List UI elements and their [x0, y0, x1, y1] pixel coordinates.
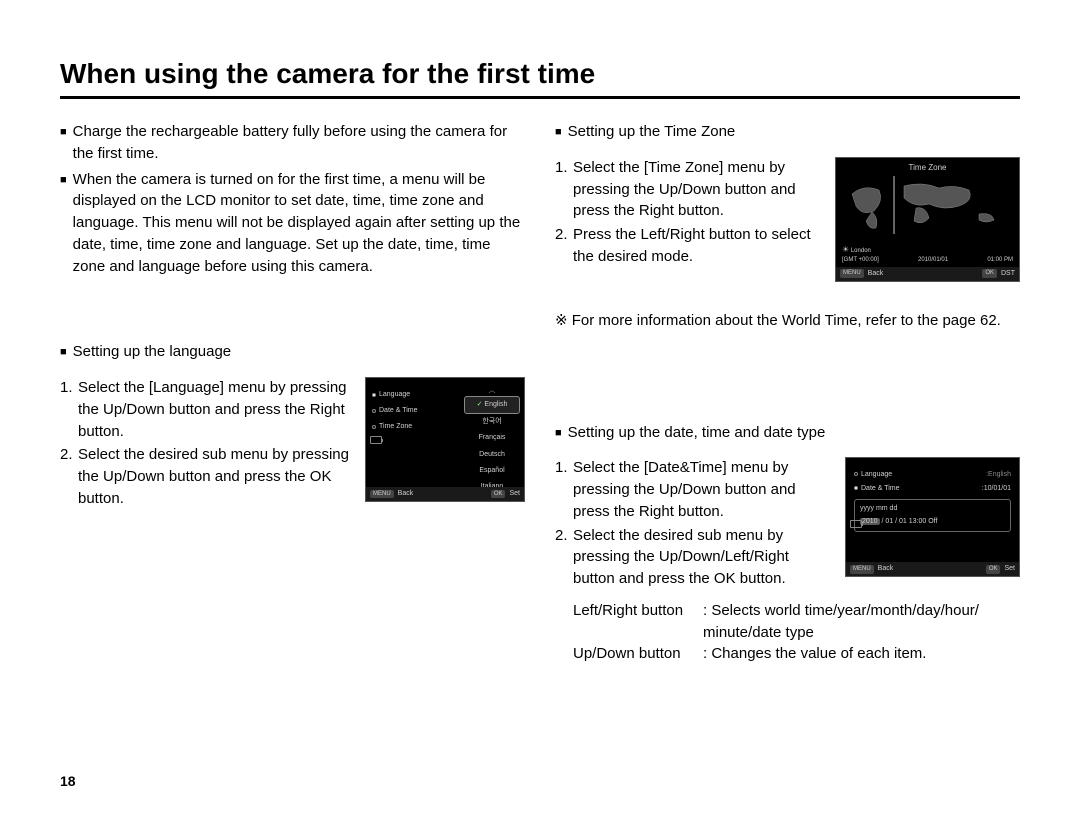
- footer-set: Set: [509, 489, 520, 499]
- bullet-icon: ■: [60, 345, 67, 363]
- tz-step-1: Select the [Time Zone] menu by pressing …: [573, 157, 821, 222]
- left-column: ■ Charge the rechargeable battery fully …: [60, 121, 525, 665]
- note-label-ud: Up/Down button: [573, 643, 703, 665]
- intro-bullet-1: Charge the rechargeable battery fully be…: [73, 121, 525, 165]
- lcd-lang-option: English: [484, 401, 507, 408]
- menu-button-label: MENU: [850, 565, 874, 574]
- lcd-menu-item: Language: [379, 390, 410, 400]
- step-number: 2.: [555, 525, 573, 590]
- lcd-tz-time: 01:00 PM: [987, 256, 1013, 265]
- battery-icon: [850, 520, 862, 528]
- bullet-icon: ■: [60, 125, 67, 165]
- step-number: 2.: [555, 224, 573, 268]
- lcd-lang-option: 한국어: [464, 414, 520, 430]
- lang-step-1: Select the [Language] menu by pressing t…: [78, 377, 351, 442]
- lcd-screenshot-timezone: Time Zone ☀ London: [835, 157, 1020, 282]
- note-label-lr: Left/Right button: [573, 600, 703, 644]
- lang-heading: Setting up the language: [73, 341, 231, 363]
- footer-dst: DST: [1001, 269, 1015, 279]
- lcd-dt-rest: / 01 / 01 13:00 Off: [882, 518, 938, 525]
- ok-button-label: OK: [982, 269, 997, 278]
- note-body-lr: : Selects world time/year/month/day/hour…: [703, 600, 1020, 644]
- footer-set: Set: [1004, 564, 1015, 574]
- tz-note: ※ For more information about the World T…: [555, 310, 1020, 332]
- bullet-icon: ■: [555, 125, 562, 143]
- lang-step-2: Select the desired sub menu by pressing …: [78, 444, 351, 509]
- battery-icon: [370, 436, 382, 444]
- right-column: ■ Setting up the Time Zone 1. Select the…: [555, 121, 1020, 665]
- lcd-tz-date: 2010/01/01: [918, 256, 948, 265]
- lcd-tz-city: London: [851, 248, 871, 254]
- lcd-dt-datetime-val: 10/01/01: [984, 485, 1011, 492]
- lcd-dt-datetime-label: Date & Time: [861, 485, 900, 492]
- menu-button-label: MENU: [840, 269, 864, 278]
- lcd-lang-option: Français: [464, 430, 520, 446]
- footer-back: Back: [398, 489, 414, 499]
- chevron-up-icon: ︿: [464, 386, 520, 396]
- step-number: 2.: [60, 444, 78, 509]
- bullet-icon: ■: [555, 426, 562, 444]
- page-number: 18: [60, 773, 76, 789]
- footer-back: Back: [878, 564, 894, 574]
- lcd-lang-option: Español: [464, 463, 520, 479]
- menu-button-label: MENU: [370, 490, 394, 499]
- note-body-ud: : Changes the value of each item.: [703, 643, 1020, 665]
- ok-button-label: OK: [491, 490, 506, 499]
- tz-heading: Setting up the Time Zone: [568, 121, 736, 143]
- sun-icon: ☀: [842, 245, 849, 254]
- step-number: 1.: [60, 377, 78, 442]
- lcd-tz-title: Time Zone: [836, 158, 1019, 174]
- dt-step-2: Select the desired sub menu by pressing …: [573, 525, 831, 590]
- lcd-menu-item: Time Zone: [379, 422, 412, 432]
- tz-step-2: Press the Left/Right button to select th…: [573, 224, 821, 268]
- lcd-screenshot-datetime: Language :English Date & Time :10/01/01 …: [845, 457, 1020, 577]
- footer-back: Back: [868, 269, 884, 279]
- page-title: When using the camera for the first time: [60, 58, 1020, 99]
- world-map-icon: [844, 176, 1014, 234]
- intro-bullet-2: When the camera is turned on for the fir…: [73, 169, 525, 278]
- lcd-dt-lang-val: English: [988, 471, 1011, 478]
- lcd-menu-item: Date & Time: [379, 406, 418, 416]
- step-number: 1.: [555, 457, 573, 522]
- lcd-lang-option: Deutsch: [464, 447, 520, 463]
- bullet-icon: ■: [60, 173, 67, 278]
- lcd-tz-gmt: [GMT +00:00]: [842, 256, 879, 265]
- lcd-screenshot-language: Language Date & Time Time Zone ︿ ✓ Engli…: [365, 377, 525, 502]
- step-number: 1.: [555, 157, 573, 222]
- dt-step-1: Select the [Date&Time] menu by pressing …: [573, 457, 831, 522]
- dt-heading: Setting up the date, time and date type: [568, 422, 826, 444]
- ok-button-label: OK: [986, 565, 1001, 574]
- lcd-dt-format: yyyy mm dd: [860, 504, 1005, 514]
- lcd-dt-lang-label: Language: [861, 471, 892, 478]
